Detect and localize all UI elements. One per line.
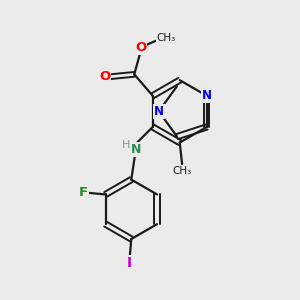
Text: H: H: [122, 140, 130, 150]
Text: F: F: [79, 186, 88, 200]
Text: I: I: [127, 256, 132, 270]
Text: N: N: [154, 105, 164, 118]
Text: N: N: [130, 143, 141, 156]
Text: O: O: [135, 41, 146, 54]
Text: CH₃: CH₃: [172, 167, 192, 176]
Text: CH₃: CH₃: [156, 32, 176, 43]
Text: N: N: [202, 89, 212, 102]
Text: O: O: [99, 70, 110, 83]
